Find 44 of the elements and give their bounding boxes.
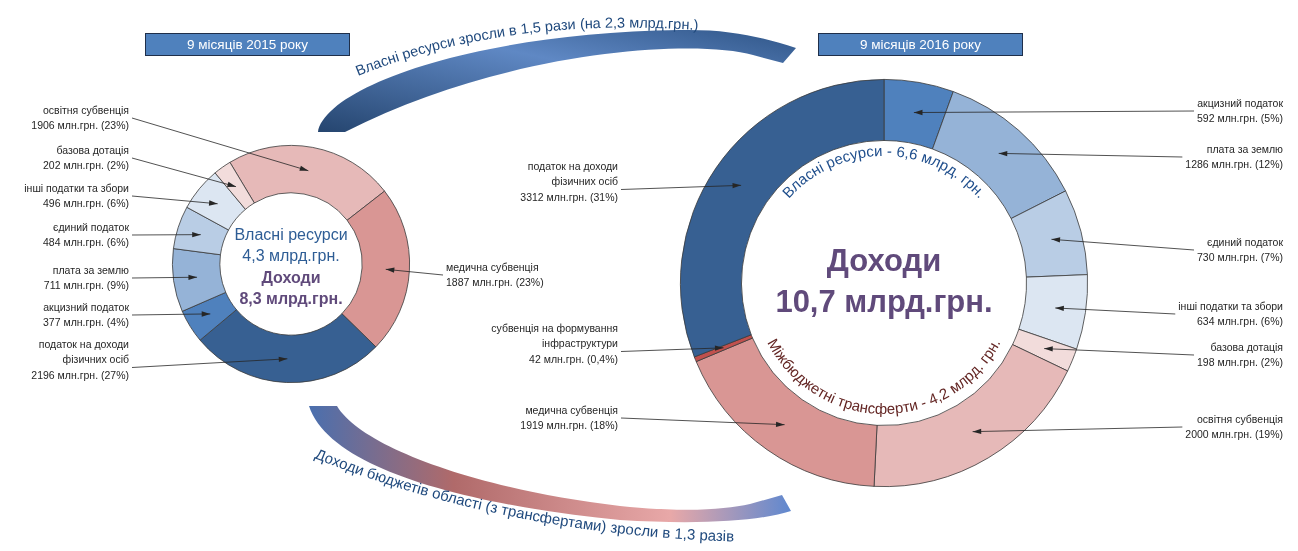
text: 8,3 млрд.грн. [239, 290, 343, 308]
data-label: 2196 млн.грн. (27%) [31, 368, 129, 381]
data-label: 202 млн.грн. (2%) [43, 159, 129, 172]
data-label: 496 млн.грн. (6%) [43, 197, 129, 210]
slice-label: субвенція на формування інфраструктури [491, 321, 619, 350]
slice-label: медична субвенція [446, 260, 539, 273]
chart-title: 9 місяців 2016 року [818, 33, 1023, 56]
text: Власні ресурси [234, 226, 348, 244]
data-label: 592 млн.грн. (5%) [1197, 112, 1283, 125]
slice-label: плата за землю [1206, 142, 1284, 155]
slice-label: податок на доходи фізичних осіб [38, 337, 130, 366]
data-label: 1919 млн.грн. (18%) [520, 419, 618, 432]
data-label: 3312 млн.грн. (31%) [520, 190, 618, 203]
slice-label: базова дотація [1210, 340, 1283, 353]
slice-label: освітня субвенція [43, 103, 129, 116]
slice-label: плата за землю [52, 263, 130, 276]
slice-label: медична субвенція [525, 403, 618, 416]
data-label: 42 млн.грн. (0,4%) [529, 352, 618, 365]
text: Міжбюджетні трансферти - 4,2 млрд. грн. [764, 335, 1004, 418]
slice-label: акцизний податок [43, 300, 130, 313]
data-label: 2000 млн.грн. (19%) [1185, 428, 1283, 441]
slice-label: акцизний податок [1197, 96, 1284, 109]
text: 4,3 млрд.грн. [242, 247, 340, 265]
data-label: 634 млн.грн. (6%) [1197, 315, 1283, 328]
slice-label: базова дотація [56, 143, 129, 156]
data-label: 730 млн.грн. (7%) [1197, 251, 1283, 264]
slice-label: інші податки та збори [24, 181, 130, 194]
data-label: 1887 млн.грн. (23%) [446, 276, 544, 289]
text: Власні ресурси - 6,6 млрд. грн. [778, 141, 990, 201]
text: 10,7 млрд.грн. [775, 283, 993, 319]
data-label: 484 млн.грн. (6%) [43, 236, 129, 249]
slice-label: єдиний податок [53, 220, 130, 233]
data-label: 711 млн.грн. (9%) [43, 279, 129, 292]
data-label: 1906 млн.грн. (23%) [31, 119, 129, 132]
data-label: 198 млн.грн. (2%) [1197, 356, 1283, 369]
chart-title: 9 місяців 2015 року [145, 33, 350, 56]
text: Доходи [261, 269, 321, 287]
slice-label: інші податки та збори [1178, 299, 1284, 312]
text: Доходи [826, 242, 942, 278]
data-label: 377 млн.грн. (4%) [43, 316, 129, 329]
data-label: 1286 млн.грн. (12%) [1185, 158, 1283, 171]
slice-label: єдиний податок [1207, 235, 1284, 248]
slice-label: податок на доходи фізичних осіб [527, 159, 619, 188]
slice-label: освітня субвенція [1197, 412, 1283, 425]
